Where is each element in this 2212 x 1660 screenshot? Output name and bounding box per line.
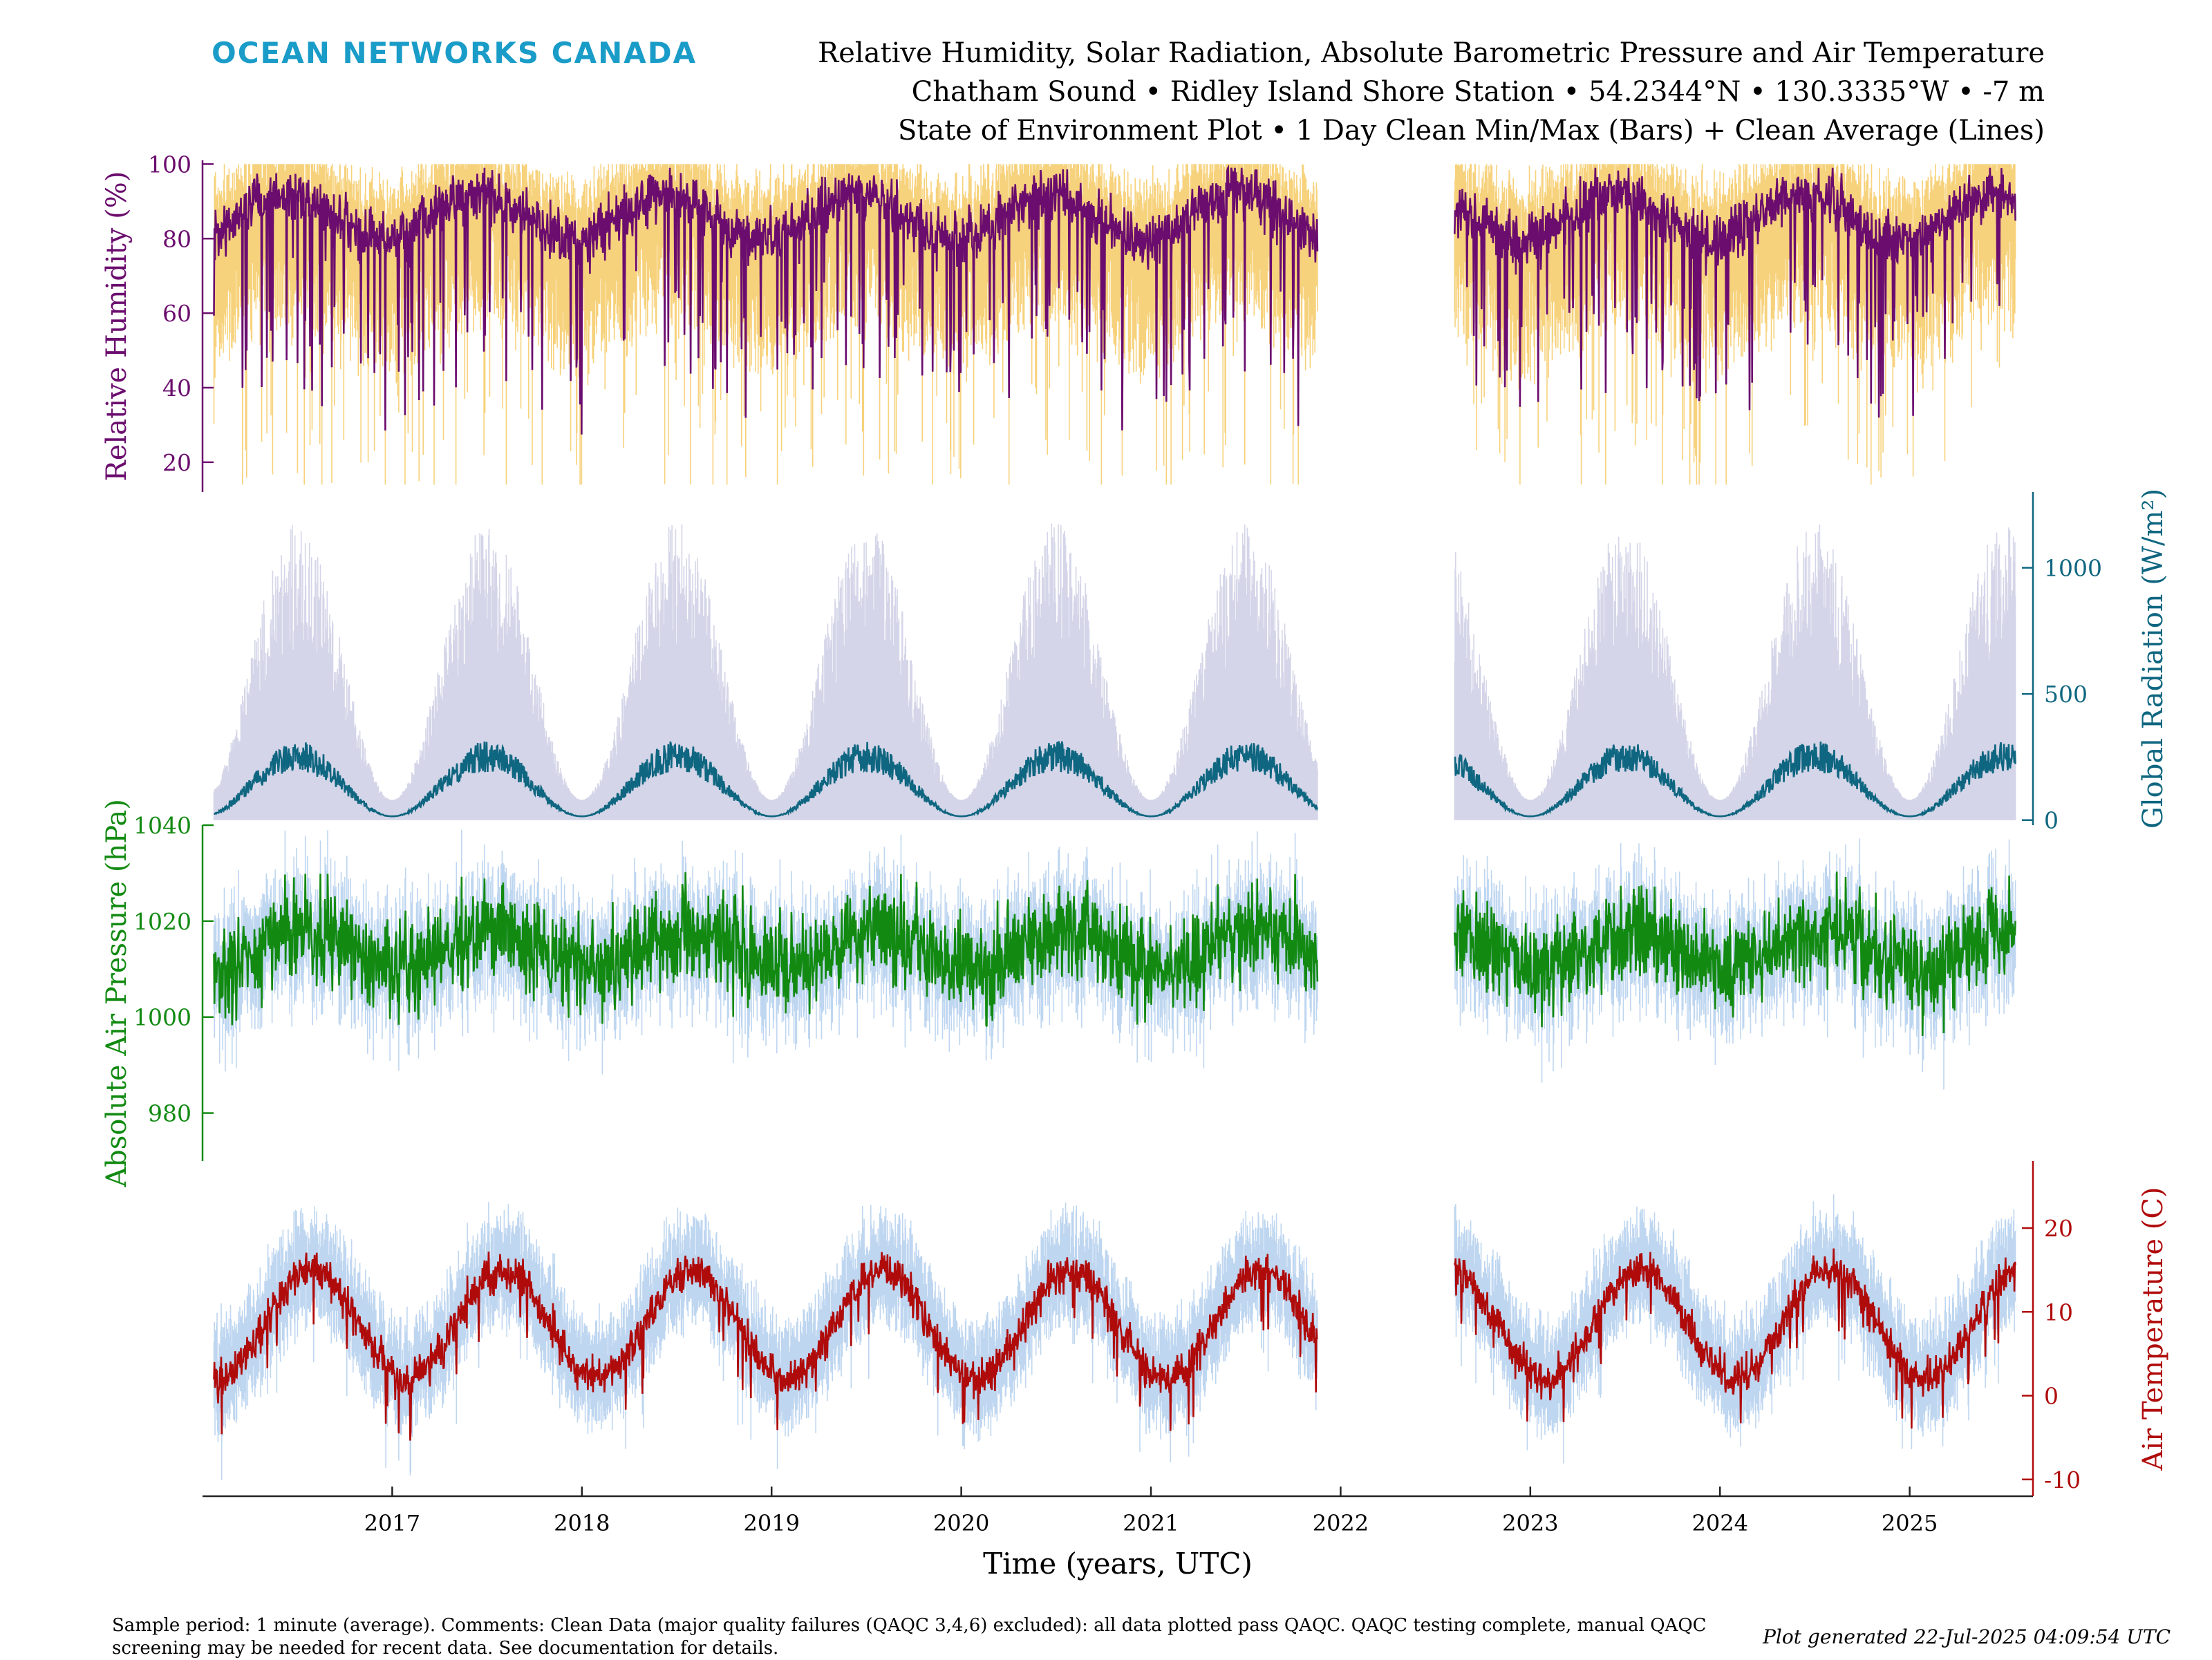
y-tick-label: 40 (162, 375, 191, 402)
brand-logo-text: OCEAN NETWORKS CANADA (212, 36, 697, 70)
average-line-2-0 (213, 872, 1319, 1027)
x-tick-label: 2018 (554, 1510, 610, 1536)
average-line-3-1 (1454, 1248, 2016, 1429)
y-tick-label: 60 (162, 300, 191, 327)
average-line-2-1 (1454, 871, 2016, 1037)
chart-title: Relative Humidity, Solar Radiation, Abso… (818, 37, 2045, 69)
y-tick-label: 980 (148, 1100, 191, 1127)
y-tick-label: 1000 (133, 1004, 191, 1031)
y-tick-label: 80 (162, 225, 191, 252)
average-line-1-0 (214, 741, 1319, 818)
average-line-1-1 (1454, 742, 2016, 818)
y-tick-label: 1000 (2044, 555, 2102, 582)
y-tick-label: 100 (148, 151, 191, 178)
x-axis-label: Time (years, UTC) (983, 1547, 1253, 1581)
y-tick-label: 20 (162, 449, 191, 476)
x-tick-label: 2019 (743, 1510, 799, 1536)
range-bars-1 (213, 523, 2016, 820)
x-tick-label: 2022 (1313, 1510, 1369, 1536)
x-tick-label: 2017 (364, 1510, 420, 1536)
x-tick-label: 2021 (1123, 1510, 1179, 1536)
x-tick-label: 2024 (1692, 1510, 1748, 1536)
chart-subtitle-location: Chatham Sound • Ridley Island Shore Stat… (911, 76, 2045, 108)
generated-timestamp: Plot generated 22-Jul-2025 04:09:54 UTC (1763, 1625, 2171, 1648)
average-line-3-0 (213, 1251, 1318, 1441)
y-axis-label-0: Relative Humidity (%) (101, 171, 133, 482)
average-line-0-0 (213, 164, 1319, 435)
y-tick-label: 20 (2044, 1215, 2073, 1242)
y-tick-label: 1040 (133, 812, 191, 839)
x-tick-label: 2025 (1882, 1510, 1938, 1536)
chart-subtitle-method: State of Environment Plot • 1 Day Clean … (897, 115, 2045, 147)
footer-note: Sample period: 1 minute (average). Comme… (112, 1615, 1707, 1659)
y-tick-label: 10 (2044, 1299, 2073, 1326)
y-axis-label-1: Global Radiation (W/m²) (2137, 489, 2169, 829)
y-tick-label: 0 (2044, 1383, 2059, 1410)
y-tick-label: 500 (2044, 681, 2088, 708)
average-line-0-1 (1454, 167, 2016, 418)
x-tick-label: 2023 (1502, 1510, 1558, 1536)
y-tick-label: 0 (2044, 807, 2059, 834)
y-axis-label-2: Absolute Air Pressure (hPa) (101, 799, 133, 1188)
y-tick-label: -10 (2044, 1466, 2081, 1493)
y-axis-label-3: Air Temperature (C) (2137, 1187, 2169, 1471)
x-tick-label: 2020 (933, 1510, 989, 1536)
y-tick-label: 1020 (133, 908, 191, 935)
